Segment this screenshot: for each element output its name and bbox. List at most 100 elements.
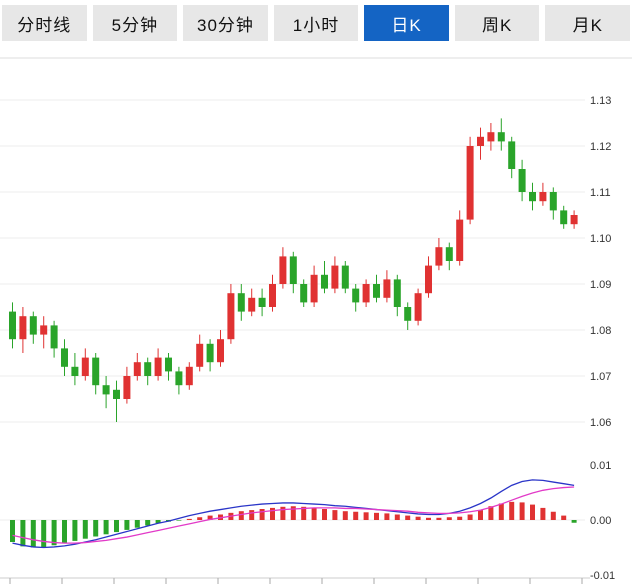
macd-histogram-bar — [457, 516, 463, 520]
candle-body — [154, 357, 162, 376]
candle-body — [445, 247, 453, 261]
candle-body — [217, 339, 224, 363]
macd-histogram-bar — [30, 520, 36, 548]
candle-body — [321, 274, 328, 289]
candle-body — [185, 366, 193, 386]
macd-histogram-bar — [197, 517, 203, 520]
macd-histogram-bar — [509, 501, 515, 520]
price-axis-label: 1.08 — [590, 325, 611, 337]
macd-histogram-bar — [259, 509, 265, 520]
candle-body — [456, 219, 464, 261]
macd-histogram-bar — [530, 504, 535, 520]
candle-body — [373, 284, 380, 298]
macd-histogram-bar — [103, 520, 109, 535]
candle-body — [352, 288, 360, 303]
candle-body — [518, 169, 526, 192]
tab-30min[interactable]: 30分钟 — [183, 5, 268, 41]
macd-histogram-bar — [145, 520, 151, 526]
candle-body — [539, 192, 547, 202]
candle-body — [383, 279, 391, 298]
macd-axis-label: 0.01 — [590, 460, 611, 472]
candle-body — [50, 325, 58, 349]
candle-body — [331, 265, 339, 289]
macd-histogram-bar — [498, 503, 504, 520]
price-axis-label: 1.12 — [590, 141, 611, 153]
candle-body — [29, 316, 37, 335]
tab-daily-k[interactable]: 日K — [364, 5, 449, 41]
candle-body — [341, 265, 349, 289]
candle-body — [175, 371, 183, 386]
price-axis-label: 1.06 — [590, 417, 611, 429]
tab-monthly-k[interactable]: 月K — [545, 5, 631, 41]
candle-body — [289, 256, 297, 284]
candle-body — [165, 357, 172, 372]
macd-histogram-bar — [62, 520, 67, 544]
tab-1hour[interactable]: 1小时 — [273, 5, 359, 41]
candle-body — [102, 385, 110, 395]
price-axis-label: 1.09 — [590, 279, 611, 291]
candle-body — [206, 343, 214, 363]
macd-histogram-bar — [478, 510, 483, 520]
candle-body — [113, 389, 120, 399]
macd-histogram-bar — [311, 507, 317, 520]
macd-histogram-bar — [207, 515, 213, 520]
candle-body — [310, 274, 318, 303]
macd-histogram-bar — [51, 520, 57, 546]
macd-histogram-bar — [550, 511, 556, 520]
candle-body — [237, 293, 245, 312]
macd-histogram-bar — [41, 520, 47, 548]
macd-dif-line — [12, 479, 575, 549]
macd-histogram-bar — [363, 512, 369, 520]
macd-histogram-bar — [134, 520, 140, 528]
macd-histogram-bar — [249, 510, 255, 520]
candle-body — [497, 132, 505, 142]
macd-dea-line — [12, 486, 575, 544]
macd-histogram-bar — [186, 518, 192, 520]
macd-histogram-bar — [436, 517, 442, 520]
macd-histogram-bar — [322, 509, 327, 520]
macd-histogram-bar — [405, 515, 411, 520]
candle-body — [404, 307, 412, 321]
candle-body — [477, 136, 484, 146]
candle-body — [81, 357, 89, 376]
candle-body — [248, 297, 256, 312]
macd-histogram-bar — [301, 506, 307, 520]
macd-histogram-bar — [238, 511, 244, 520]
candle-body — [19, 316, 27, 340]
chart-area: 1.13 1.12 1.11 1.10 1.09 1.08 1.07 1.06 0.01 0.00… — [0, 45, 632, 585]
macd-histogram-bar — [415, 516, 421, 520]
candle-body — [549, 192, 557, 211]
candle-body — [487, 132, 495, 142]
macd-histogram-bar — [270, 507, 275, 520]
macd-histogram-bar — [176, 520, 182, 521]
macd-histogram-bar — [353, 511, 359, 520]
price-axis-label: 1.07 — [590, 371, 611, 383]
candle-body — [196, 343, 204, 367]
macd-histogram-bar — [290, 506, 296, 520]
macd-histogram-bar — [374, 512, 379, 520]
candlestick-macd-chart[interactable]: 1.13 1.12 1.11 1.10 1.09 1.08 1.07 1.06 0.01 0.00… — [0, 45, 632, 585]
macd-histogram-bar — [155, 520, 161, 524]
macd-histogram-bar — [384, 513, 390, 520]
tab-5min[interactable]: 5分钟 — [92, 5, 178, 41]
candle-body — [435, 247, 443, 266]
macd-histogram-bar — [20, 520, 26, 547]
price-axis-label: 1.11 — [590, 187, 611, 199]
tab-weekly-k[interactable]: 周K — [454, 5, 540, 41]
candle-body — [269, 284, 276, 307]
candle-body — [529, 192, 536, 202]
macd-histogram-bar — [488, 506, 494, 520]
candle-body — [61, 348, 68, 367]
candle-body — [393, 279, 401, 307]
macd-histogram-bar — [93, 520, 99, 537]
candle-body — [570, 215, 578, 225]
macd-histogram-bar — [72, 520, 78, 541]
macd-histogram-bar — [561, 515, 567, 520]
tab-timeline[interactable]: 分时线 — [2, 5, 87, 41]
macd-histogram-bar — [280, 506, 286, 520]
macd-histogram-bar — [519, 502, 525, 520]
candle-body — [9, 311, 16, 340]
candle-body — [508, 141, 516, 169]
macd-axis-label: 0.00 — [590, 515, 611, 527]
